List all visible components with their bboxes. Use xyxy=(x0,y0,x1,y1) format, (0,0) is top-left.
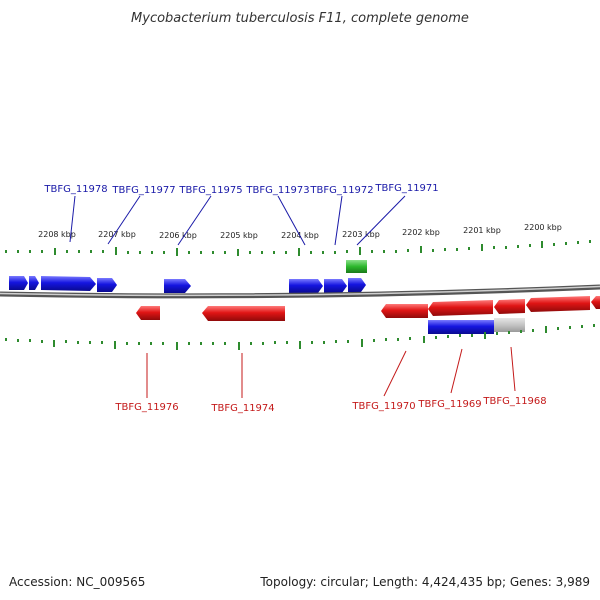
gene-label-tbfg-11978[interactable]: TBFG_11978 xyxy=(43,184,107,195)
forward-gene-block[interactable] xyxy=(29,276,39,290)
reverse-gene-block[interactable] xyxy=(381,304,428,318)
gene-label-tbfg-11972[interactable]: TBFG_11972 xyxy=(309,185,373,196)
gene-label-tbfg-11969[interactable]: TBFG_11969 xyxy=(417,399,481,410)
outer-tick-row xyxy=(5,240,591,256)
scale-label-2208: 2208 kbp xyxy=(38,230,76,239)
forward-gene-block[interactable] xyxy=(348,278,366,292)
inner-tick-row xyxy=(5,324,595,350)
reverse-gene-labels: TBFG_11976 TBFG_11974 TBFG_11970 TBFG_11… xyxy=(114,396,546,414)
secondary-feature-grey[interactable] xyxy=(494,318,525,332)
scale-label-2207: 2207 kbp xyxy=(98,230,136,239)
reverse-gene-block[interactable] xyxy=(526,296,590,312)
gene-label-tbfg-11973[interactable]: TBFG_11973 xyxy=(245,185,309,196)
secondary-feature-blue[interactable] xyxy=(428,320,494,334)
forward-strand-genes xyxy=(9,276,366,293)
forward-gene-block[interactable] xyxy=(164,279,191,293)
gene-label-tbfg-11968[interactable]: TBFG_11968 xyxy=(482,396,546,407)
scale-label-2203: 2203 kbp xyxy=(342,230,380,239)
scale-label-2200: 2200 kbp xyxy=(524,223,562,232)
gene-label-tbfg-11976[interactable]: TBFG_11976 xyxy=(114,402,178,413)
reverse-strand-genes xyxy=(136,296,600,321)
forward-gene-labels: TBFG_11978 TBFG_11977 TBFG_11975 TBFG_11… xyxy=(43,183,438,196)
forward-gene-block[interactable] xyxy=(289,279,323,293)
gene-label-tbfg-11971[interactable]: TBFG_11971 xyxy=(374,183,438,194)
reverse-gene-block[interactable] xyxy=(591,296,600,309)
reverse-gene-block[interactable] xyxy=(428,300,493,316)
genome-title: Mycobacterium tuberculosis F11, complete… xyxy=(131,11,469,26)
reverse-gene-block[interactable] xyxy=(202,306,285,321)
scale-label-2205: 2205 kbp xyxy=(220,231,258,240)
forward-gene-block[interactable] xyxy=(324,279,347,293)
gene-label-tbfg-11975[interactable]: TBFG_11975 xyxy=(178,185,242,196)
forward-gene-block[interactable] xyxy=(97,278,117,292)
gene-label-tbfg-11970[interactable]: TBFG_11970 xyxy=(351,401,415,412)
reverse-gene-block[interactable] xyxy=(494,299,525,314)
accession-text: Accession: NC_009565 xyxy=(9,575,145,589)
scale-label-2202: 2202 kbp xyxy=(402,228,440,237)
genome-summary-text: Topology: circular; Length: 4,424,435 bp… xyxy=(259,575,590,589)
gene-label-tbfg-11977[interactable]: TBFG_11977 xyxy=(111,185,175,196)
forward-leader-lines xyxy=(69,195,406,246)
genome-backbone-highlight xyxy=(0,285,600,297)
gene-label-tbfg-11974[interactable]: TBFG_11974 xyxy=(210,403,274,414)
scale-label-2206: 2206 kbp xyxy=(159,231,197,240)
reverse-gene-block[interactable] xyxy=(136,306,160,320)
reverse-leader-lines xyxy=(146,346,516,398)
forward-gene-block[interactable] xyxy=(41,276,96,291)
scale-label-2201: 2201 kbp xyxy=(463,226,501,235)
forward-gene-block[interactable] xyxy=(9,276,28,290)
rna-feature[interactable] xyxy=(346,260,367,273)
